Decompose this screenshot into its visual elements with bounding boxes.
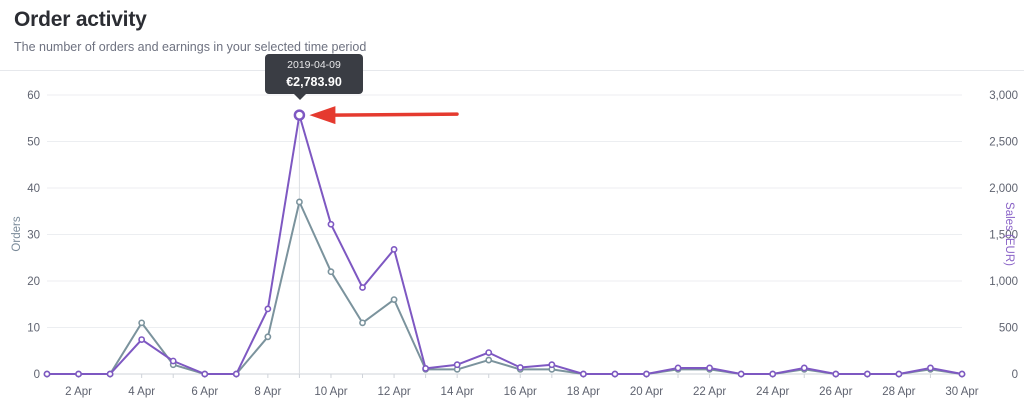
sales-series-line — [47, 114, 963, 375]
sales-point-17 — [579, 370, 587, 378]
orders-point-9 — [327, 268, 335, 276]
sales-point-4 — [169, 357, 177, 365]
sales-point-22 — [737, 370, 745, 378]
x-tick-label-4: 10 Apr — [314, 386, 347, 398]
page-subtitle: The number of orders and earnings in you… — [14, 40, 367, 54]
sales-point-11 — [390, 245, 398, 253]
y-tick-label-right-0: 0 — [1012, 369, 1018, 381]
x-tick-label-8: 18 Apr — [567, 386, 600, 398]
y-tick-label-right-1: 500 — [999, 323, 1018, 335]
sales-point-8 — [293, 109, 306, 121]
y-tick-label-left-5: 50 — [27, 137, 40, 149]
y-axis-title-left: Orders — [11, 216, 23, 251]
y-tick-label-left-6: 60 — [27, 90, 40, 102]
sales-point-10 — [359, 284, 366, 291]
y-tick-label-left-4: 40 — [27, 183, 40, 195]
sales-point-9 — [327, 220, 335, 228]
x-tick-label-12: 26 Apr — [819, 386, 852, 398]
sales-point-25 — [832, 370, 840, 378]
orders-point-11 — [390, 296, 398, 303]
sales-point-20 — [674, 364, 682, 372]
x-tick-label-10: 22 Apr — [693, 386, 726, 398]
x-tick-label-11: 24 Apr — [756, 386, 789, 398]
sales-point-24 — [800, 364, 808, 372]
orders-point-8 — [296, 198, 303, 206]
x-tick-label-13: 28 Apr — [882, 386, 915, 398]
sales-point-14 — [485, 349, 493, 357]
sales-point-18 — [611, 370, 619, 378]
sales-point-27 — [895, 370, 903, 378]
sales-point-3 — [138, 336, 146, 343]
y-tick-label-left-0: 0 — [34, 369, 40, 381]
sales-point-13 — [453, 361, 461, 369]
sales-point-6 — [232, 370, 240, 378]
chart-header: Order activity The number of orders and … — [14, 8, 366, 54]
page-title: Order activity — [14, 8, 147, 31]
orders-point-3 — [138, 319, 146, 327]
x-tick-label-3: 8 Apr — [254, 386, 281, 398]
sales-point-2 — [106, 370, 114, 378]
x-tick-label-9: 20 Apr — [630, 386, 663, 398]
sales-point-5 — [201, 370, 209, 378]
sales-point-7 — [264, 305, 272, 313]
annotation-arrow-shaft — [329, 112, 459, 117]
sales-point-12 — [422, 365, 430, 372]
chart-tooltip: 2019-04-09 €2,783.90 — [265, 54, 363, 100]
tooltip-date: 2019-04-09 — [287, 59, 341, 71]
sales-point-1 — [75, 370, 82, 378]
x-tick-label-2: 6 Apr — [191, 386, 218, 398]
sales-point-29 — [958, 370, 966, 378]
x-tick-label-0: 2 Apr — [65, 386, 92, 398]
sales-point-26 — [863, 370, 871, 378]
sales-point-19 — [643, 370, 650, 378]
y-tick-label-right-4: 2,000 — [989, 183, 1018, 195]
orders-point-7 — [264, 333, 272, 341]
x-tick-label-7: 16 Apr — [504, 386, 537, 398]
orders-series-line — [47, 200, 963, 375]
y-tick-label-left-1: 10 — [27, 323, 40, 335]
header-divider — [0, 70, 1024, 71]
y-tick-label-left-2: 20 — [27, 276, 40, 288]
orders-point-14 — [485, 356, 493, 364]
y-tick-label-right-3: 1,500 — [989, 230, 1018, 242]
sales-point-15 — [516, 364, 524, 371]
annotation-arrow-head — [309, 106, 336, 125]
y-tick-label-right-6: 3,000 — [989, 90, 1018, 102]
tooltip-value: €2,783.90 — [286, 75, 342, 89]
y-tick-label-right-5: 2,500 — [989, 137, 1018, 149]
y-axis-title-right: Sales (EUR) — [1003, 202, 1015, 266]
sales-point-21 — [706, 364, 713, 372]
sales-point-16 — [548, 361, 556, 369]
sales-point-23 — [769, 370, 777, 378]
y-tick-label-left-3: 30 — [27, 230, 40, 242]
orders-point-10 — [359, 319, 366, 327]
sales-point-0 — [43, 370, 51, 378]
x-tick-label-6: 14 Apr — [441, 386, 474, 398]
sales-point-28 — [927, 364, 934, 372]
x-tick-label-1: 4 Apr — [128, 386, 155, 398]
y-tick-label-right-2: 1,000 — [989, 276, 1018, 288]
x-tick-label-14: 30 Apr — [945, 386, 978, 398]
x-tick-label-5: 12 Apr — [377, 386, 410, 398]
